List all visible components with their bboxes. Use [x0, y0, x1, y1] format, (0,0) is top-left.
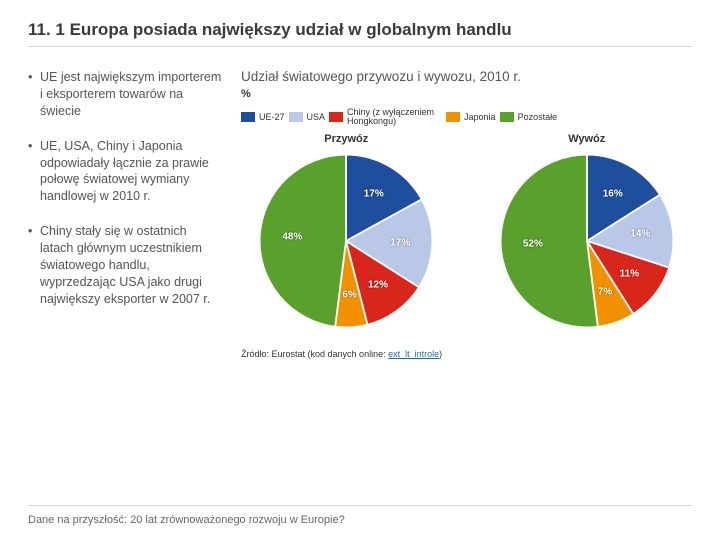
pie-block: Wywóz 16% 14% 11% 7% 52% [497, 133, 677, 331]
bullet-item: • Chiny stały się w ostatnich latach głó… [28, 223, 223, 307]
source-suffix: ) [439, 349, 442, 359]
source-line: Źródło: Eurostat (kod danych online: ext… [241, 349, 692, 359]
legend-swatch [500, 112, 514, 122]
slice-label: 11% [620, 268, 639, 279]
slice-label: 7% [598, 286, 612, 297]
bullet-item: • UE jest największym importerem i ekspo… [28, 69, 223, 120]
chart-ylabel: % [241, 88, 692, 100]
legend-swatch [289, 112, 303, 122]
bullet-dot: • [28, 138, 40, 206]
legend-label: Japonia [464, 112, 496, 122]
chart-legend: UE-27 USA Chiny (z wyłączeniem Hongkongu) J… [241, 108, 692, 127]
pie-block: Przywóz 17% 17% 12% 6% 48% [256, 133, 436, 331]
legend-label: USA [307, 112, 326, 122]
bullet-text: UE, USA, Chiny i Japonia odpowiadały łąc… [40, 138, 223, 206]
slice-label: 6% [342, 289, 356, 300]
page-title: 11. 1 Europa posiada największy udział w… [28, 20, 692, 47]
source-prefix: Źródło: Eurostat (kod danych online: [241, 349, 388, 359]
pie-title: Wywóz [497, 133, 677, 145]
legend-swatch [329, 112, 343, 122]
pie-chart: 16% 14% 11% 7% 52% [497, 151, 677, 331]
slice-label: 17% [364, 189, 384, 200]
slice-label: 48% [282, 232, 302, 243]
legend-label: Pozostałe [518, 112, 558, 122]
pie-chart: 17% 17% 12% 6% 48% [256, 151, 436, 331]
bullet-text: Chiny stały się w ostatnich latach główn… [40, 223, 223, 307]
source-link[interactable]: ext_lt_introle [388, 349, 439, 359]
chart-title: Udział światowego przywozu i wywozu, 201… [241, 69, 692, 84]
bullet-list: • UE jest największym importerem i ekspo… [28, 69, 223, 359]
pie-row: Przywóz 17% 17% 12% 6% 48% Wywóz 16% 14% 11% 7% 52% [241, 133, 692, 331]
legend-label: UE-27 [259, 112, 285, 122]
chart-area: Udział światowego przywozu i wywozu, 201… [241, 69, 692, 359]
pie-title: Przywóz [256, 133, 436, 145]
bullet-item: • UE, USA, Chiny i Japonia odpowiadały ł… [28, 138, 223, 206]
legend-swatch [241, 112, 255, 122]
slice-label: 16% [603, 188, 623, 199]
slice-label: 12% [368, 279, 388, 290]
bullet-text: UE jest największym importerem i eksport… [40, 69, 223, 120]
legend-swatch [446, 112, 460, 122]
slice-label: 17% [390, 237, 410, 248]
footer-text: Dane na przyszłość: 20 lat zrównoważoneg… [28, 505, 692, 526]
bullet-dot: • [28, 69, 40, 120]
pie-slice [500, 154, 597, 327]
pie-slice [260, 154, 346, 326]
slice-label: 52% [523, 239, 543, 250]
bullet-dot: • [28, 223, 40, 307]
content-area: • UE jest największym importerem i ekspo… [28, 69, 692, 359]
legend-label: Chiny (z wyłączeniem Hongkongu) [347, 108, 442, 127]
slice-label: 14% [630, 229, 650, 240]
